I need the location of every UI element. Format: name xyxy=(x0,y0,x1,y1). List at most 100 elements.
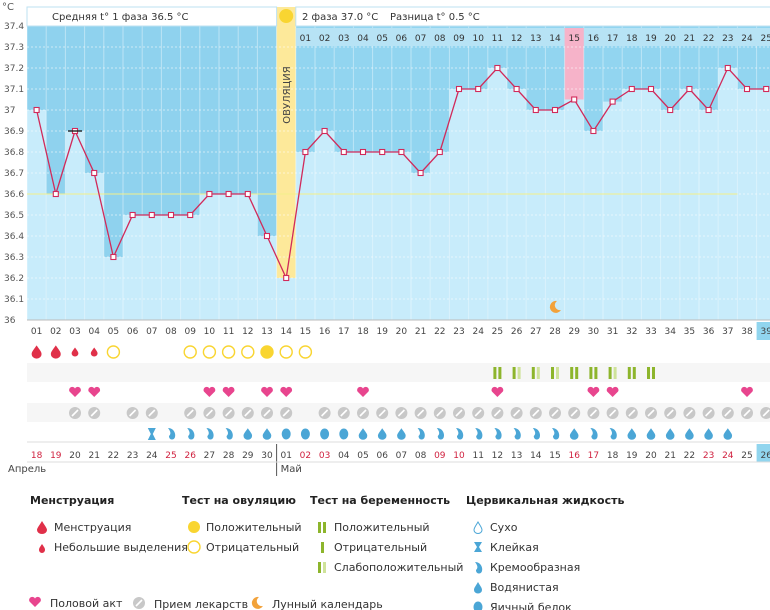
legend-item: Менструация xyxy=(54,520,132,534)
temperature-column xyxy=(84,173,104,320)
x-tick-label: 33 xyxy=(645,327,656,337)
temperature-point xyxy=(571,96,578,103)
date-label: 28 xyxy=(223,451,235,461)
temperature-point xyxy=(455,85,463,93)
creamy-icon xyxy=(532,428,541,440)
y-tick-label: 36.8 xyxy=(4,148,24,158)
phase2-day-label: 18 xyxy=(626,34,638,44)
x-tick-label: 17 xyxy=(338,327,349,337)
y-tick-label: 36.3 xyxy=(4,253,24,263)
month-label-may: Май xyxy=(281,464,302,475)
x-tick-label: 21 xyxy=(415,327,426,337)
temperature-point xyxy=(513,85,520,93)
temperature-column xyxy=(142,215,162,320)
ovulation-label: ОВУЛЯЦИЯ xyxy=(282,66,293,124)
y-tick-label: 37.3 xyxy=(4,43,24,53)
temperature-point xyxy=(321,127,328,135)
faint-bar-icon xyxy=(310,560,334,574)
temperature-point xyxy=(436,148,443,156)
date-label: 20 xyxy=(69,451,81,461)
pill-stripe xyxy=(493,409,501,417)
creamy-icon xyxy=(225,428,233,440)
x-tick-label: 20 xyxy=(396,327,408,337)
x-tick-label: 14 xyxy=(280,327,292,337)
watery-icon xyxy=(646,428,656,440)
x-tick-label: 22 xyxy=(434,327,445,337)
temperature-column xyxy=(449,89,469,320)
creamy-icon xyxy=(436,428,445,440)
date-label: 19 xyxy=(626,451,638,461)
x-tick-label: 13 xyxy=(261,327,272,337)
legend-item: Сухо xyxy=(490,520,518,534)
legend-item: Отрицательный xyxy=(334,540,428,554)
creamy-icon xyxy=(609,428,617,440)
dry-icon xyxy=(466,520,490,534)
x-tick-label: 39 xyxy=(760,327,770,337)
pill-stripe xyxy=(244,409,252,417)
date-label: 05 xyxy=(357,451,368,461)
heart-icon xyxy=(69,386,81,397)
date-label: 14 xyxy=(530,451,542,461)
pill-stripe xyxy=(570,409,578,417)
current-date-cell xyxy=(756,444,770,462)
temperature-point xyxy=(475,85,482,93)
temperature-column xyxy=(161,215,181,320)
x-tick-label: 06 xyxy=(127,327,139,337)
pregnancy-test-icon xyxy=(536,367,540,379)
pregnancy-test-icon xyxy=(498,367,502,379)
legend-ovulation-test: Тест на овуляцию Положительный Отрицател… xyxy=(182,494,302,557)
temperature-column xyxy=(276,278,296,320)
phase1-mean-label: Средняя t° 1 фаза 36.5 °C xyxy=(52,12,189,23)
drop-small-icon xyxy=(30,540,54,554)
temperature-point xyxy=(148,211,155,219)
pregnancy-test-icon xyxy=(512,367,516,379)
pill-stripe xyxy=(609,409,617,417)
y-tick-label: 36.4 xyxy=(4,232,24,242)
ovulation-test-icon xyxy=(279,345,293,359)
drop-big-icon xyxy=(30,520,54,534)
x-tick-label: 03 xyxy=(69,327,80,337)
pill-stripe xyxy=(474,409,482,417)
x-tick-label: 23 xyxy=(453,327,464,337)
heart-icon xyxy=(28,596,42,610)
temperature-point xyxy=(417,169,424,177)
pregnancy-test-icon xyxy=(570,367,574,379)
single-bar-icon xyxy=(310,540,334,554)
legend-title: Тест на беременность xyxy=(310,494,451,507)
temperature-point xyxy=(667,106,674,114)
creamy-icon xyxy=(187,428,195,440)
moon-icon xyxy=(549,300,561,313)
legend-cervical-fluid: Цервикальная жидкость Сухо Клейкая Кремо… xyxy=(466,494,624,610)
temperature-point xyxy=(33,106,40,114)
phase2-day-label: 03 xyxy=(338,34,349,44)
date-label: 22 xyxy=(684,451,695,461)
phase2-day-label: 19 xyxy=(645,34,657,44)
date-label: 23 xyxy=(703,451,714,461)
temperature-point xyxy=(763,85,770,93)
temperature-column xyxy=(679,89,699,320)
x-tick-label: 31 xyxy=(607,327,618,337)
temperature-column xyxy=(622,89,642,320)
legend-item: Половой акт xyxy=(50,597,123,610)
menstruation-drop-icon xyxy=(71,347,79,357)
pregnancy-test-icon xyxy=(493,367,497,379)
pill-stripe xyxy=(186,409,194,417)
date-label: 30 xyxy=(261,451,273,461)
pill-stripe xyxy=(321,409,329,417)
pregnancy-test-icon xyxy=(594,367,598,379)
y-tick-label: 36.9 xyxy=(4,127,24,137)
legend-item: Клейкая xyxy=(490,540,539,554)
date-label: 04 xyxy=(338,451,350,461)
temperature-column xyxy=(756,89,770,320)
legend-moon: Лунный календарь xyxy=(250,596,383,610)
y-tick-label: 37 xyxy=(4,106,15,116)
y-tick-label: 36.6 xyxy=(4,190,24,200)
creamy-icon xyxy=(417,428,425,440)
phase2-day-label: 05 xyxy=(376,34,387,44)
pregnancy-test-icon xyxy=(627,367,631,379)
phase2-day-label: 14 xyxy=(549,34,561,44)
pill-stripe xyxy=(513,409,521,417)
x-tick-label: 26 xyxy=(511,327,523,337)
pregnancy-test-icon xyxy=(613,367,617,379)
phase2-day-label: 13 xyxy=(530,34,541,44)
